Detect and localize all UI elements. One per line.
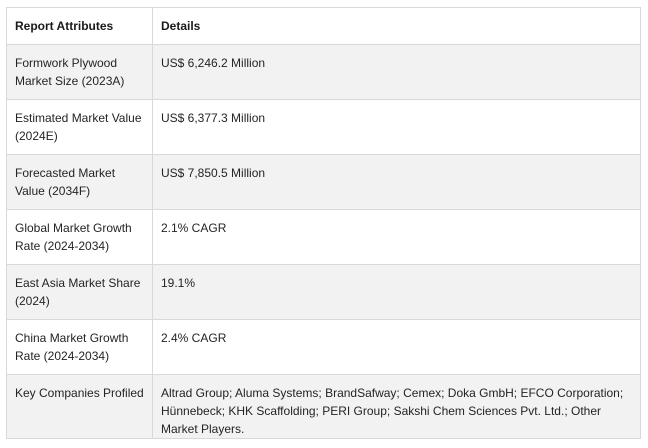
detail-cell: US$ 7,850.5 Million <box>152 154 641 210</box>
table-row: Forecasted Market Value (2034F) US$ 7,85… <box>6 154 641 210</box>
detail-cell: 2.1% CAGR <box>152 209 641 265</box>
detail-cell: US$ 6,246.2 Million <box>152 44 641 100</box>
table-row: East Asia Market Share (2024) 19.1% <box>6 264 641 320</box>
attribute-cell: Estimated Market Value (2024E) <box>6 99 153 155</box>
report-attributes-table: Report Attributes Details Formwork Plywo… <box>6 7 641 439</box>
table-row: Formwork Plywood Market Size (2023A) US$… <box>6 44 641 100</box>
detail-cell: 2.4% CAGR <box>152 319 641 375</box>
attribute-cell: China Market Growth Rate (2024-2034) <box>6 319 153 375</box>
detail-cell: US$ 6,377.3 Million <box>152 99 641 155</box>
detail-cell: Altrad Group; Aluma Systems; BrandSafway… <box>152 374 641 439</box>
table-header-row: Report Attributes Details <box>6 7 641 45</box>
attribute-cell: Forecasted Market Value (2034F) <box>6 154 153 210</box>
attribute-cell: Global Market Growth Rate (2024-2034) <box>6 209 153 265</box>
table-row: China Market Growth Rate (2024-2034) 2.4… <box>6 319 641 375</box>
attribute-cell: Key Companies Profiled <box>6 374 153 439</box>
attribute-cell: East Asia Market Share (2024) <box>6 264 153 320</box>
attribute-cell: Formwork Plywood Market Size (2023A) <box>6 44 153 100</box>
detail-cell: 19.1% <box>152 264 641 320</box>
table-row: Estimated Market Value (2024E) US$ 6,377… <box>6 99 641 155</box>
table-row: Key Companies Profiled Altrad Group; Alu… <box>6 374 641 439</box>
table-row: Global Market Growth Rate (2024-2034) 2.… <box>6 209 641 265</box>
header-details: Details <box>152 7 641 45</box>
header-report-attributes: Report Attributes <box>6 7 153 45</box>
report-attributes-table-container: Report Attributes Details Formwork Plywo… <box>6 7 641 439</box>
